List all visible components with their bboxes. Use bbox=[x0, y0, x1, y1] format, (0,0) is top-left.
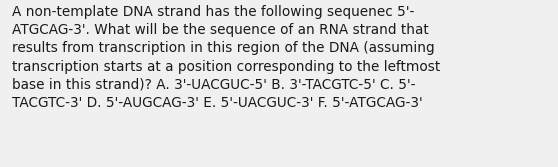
Text: A non-template DNA strand has the following sequenec 5'-
ATGCAG-3'. What will be: A non-template DNA strand has the follow… bbox=[12, 5, 440, 110]
